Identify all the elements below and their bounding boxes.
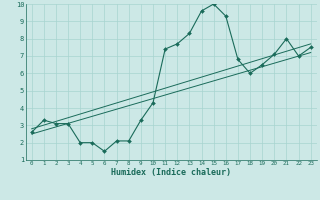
X-axis label: Humidex (Indice chaleur): Humidex (Indice chaleur) bbox=[111, 168, 231, 177]
